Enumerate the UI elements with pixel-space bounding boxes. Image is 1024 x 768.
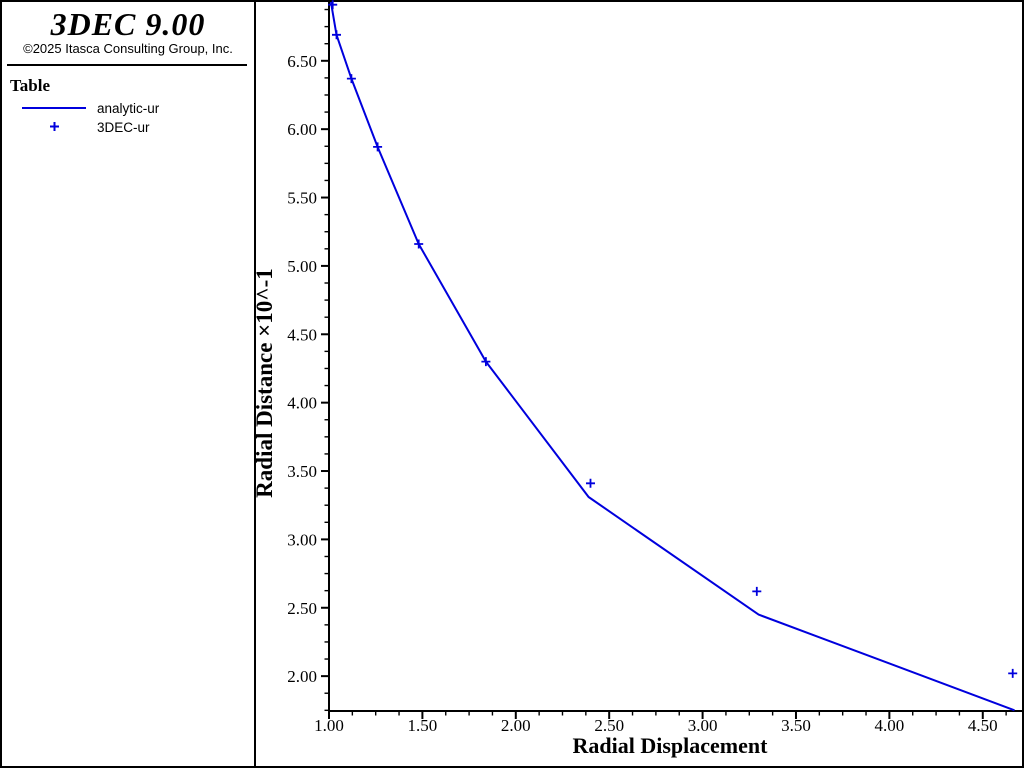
x-tick-label: 1.50 <box>408 716 438 735</box>
x-tick-label: 3.00 <box>688 716 718 735</box>
analytic-ur-line <box>329 1 1015 712</box>
header-divider <box>7 64 247 66</box>
info-panel: 3DEC 9.00 ©2025 Itasca Consulting Group,… <box>2 2 254 766</box>
y-tick-label: 3.50 <box>287 462 317 481</box>
x-tick-label: 4.50 <box>968 716 998 735</box>
y-tick-label: 3.00 <box>287 530 317 549</box>
x-tick-label: 4.00 <box>875 716 905 735</box>
panel-separator <box>254 2 256 766</box>
legend-item-label: analytic-ur <box>97 101 160 116</box>
line-series-swatch <box>22 107 86 109</box>
axis-lines <box>328 2 1022 712</box>
legend-item-label: 3DEC-ur <box>97 120 150 135</box>
y-tick-label: 6.00 <box>287 120 317 139</box>
x-tick-label: 3.50 <box>781 716 811 735</box>
plus-marker-swatch <box>50 122 59 131</box>
legend-item-analytic-ur: analytic-ur <box>2 99 254 117</box>
x-tick-label: 2.00 <box>501 716 531 735</box>
app-title: 3DEC 9.00 <box>50 6 206 42</box>
x-tick-label: 2.50 <box>594 716 624 735</box>
3dec-ur-markers <box>328 0 1018 678</box>
y-tick-label: 6.50 <box>287 52 317 71</box>
y-axis-title: Radial Distance ×10^-1 <box>252 268 277 498</box>
x-tick-label: 1.00 <box>314 716 344 735</box>
y-tick-label: 4.50 <box>287 325 317 344</box>
copyright-text: ©2025 Itasca Consulting Group, Inc. <box>23 41 233 56</box>
y-tick-label: 5.50 <box>287 189 317 208</box>
legend-title: Table <box>10 76 51 95</box>
legend-item-3dec-ur: 3DEC-ur <box>2 118 254 136</box>
y-tick-label: 5.00 <box>287 257 317 276</box>
x-axis-title: Radial Displacement <box>573 733 769 758</box>
y-tick-label: 2.00 <box>287 667 317 686</box>
y-tick-label: 2.50 <box>287 599 317 618</box>
y-tick-label: 4.00 <box>287 394 317 413</box>
